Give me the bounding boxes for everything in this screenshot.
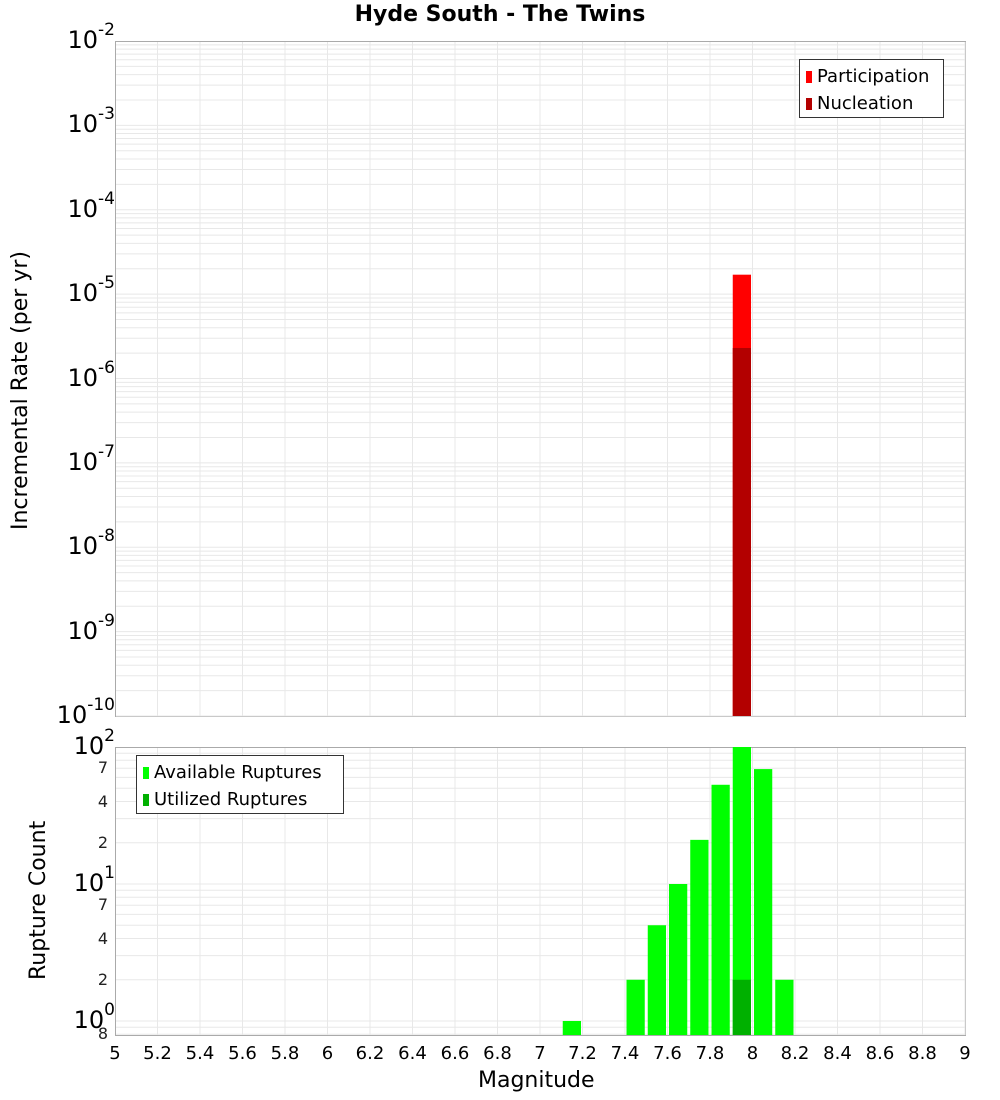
x-tick-label: 6.6 bbox=[440, 1043, 470, 1064]
x-tick-label: 7.6 bbox=[653, 1043, 682, 1064]
x-tick-label: 7.2 bbox=[568, 1043, 597, 1064]
x-tick-label: 7.4 bbox=[610, 1043, 640, 1064]
legend-item-nucleation: Nucleation bbox=[806, 90, 937, 117]
x-tick-label: 6 bbox=[321, 1043, 334, 1064]
x-tick-label: 5.8 bbox=[270, 1043, 300, 1064]
x-tick-label: 5.4 bbox=[185, 1043, 215, 1064]
y-tick-label: 10-2 bbox=[67, 20, 116, 54]
x-tick-label: 5 bbox=[109, 1043, 121, 1064]
available-bar bbox=[775, 979, 794, 1035]
x-tick-label: 7.8 bbox=[695, 1043, 725, 1064]
available-bar bbox=[690, 839, 709, 1035]
x-tick-label: 8 bbox=[746, 1043, 759, 1064]
legend-item-available: Available Ruptures bbox=[143, 759, 337, 786]
available-bar bbox=[732, 747, 751, 1035]
participation-swatch bbox=[806, 70, 812, 83]
y-tick-label: 10-10 bbox=[56, 695, 115, 729]
x-tick-label: 5.6 bbox=[228, 1043, 257, 1064]
x-tick-label: 7 bbox=[534, 1043, 546, 1064]
available-bar bbox=[754, 769, 773, 1035]
x-tick-label: 8.6 bbox=[865, 1043, 895, 1064]
available-bar bbox=[562, 1021, 581, 1035]
y-minor-tick-label: 8 bbox=[97, 1024, 108, 1044]
y-minor-tick-label: 2 bbox=[97, 832, 108, 852]
utilized-bar bbox=[732, 979, 751, 1035]
y-tick-label: 102 bbox=[73, 726, 115, 760]
bottom-y-axis-label: Rupture Count bbox=[26, 820, 51, 980]
available-bar bbox=[669, 884, 688, 1035]
y-minor-tick-label: 2 bbox=[97, 969, 108, 989]
available-bar bbox=[626, 979, 645, 1035]
chart-title: Hyde South - The Twins bbox=[354, 2, 646, 27]
x-tick-label: 8.4 bbox=[823, 1043, 852, 1064]
y-tick-label: 10-8 bbox=[67, 526, 116, 561]
y-minor-tick-label: 4 bbox=[97, 928, 108, 948]
y-tick-label: 10-4 bbox=[67, 188, 116, 223]
y-tick-label: 10-6 bbox=[67, 357, 116, 392]
y-tick-label: 10-9 bbox=[67, 610, 116, 645]
y-tick-label: 100 bbox=[73, 1000, 115, 1034]
y-minor-tick-label: 7 bbox=[97, 758, 108, 778]
x-tick-label: 9 bbox=[959, 1043, 971, 1064]
x-tick-label: 8.8 bbox=[908, 1043, 937, 1064]
nucleation-bar bbox=[732, 347, 751, 716]
x-tick-label: 6.8 bbox=[483, 1043, 512, 1064]
y-minor-tick-label: 4 bbox=[97, 791, 108, 811]
available-swatch bbox=[143, 766, 149, 779]
x-tick-label: 5.2 bbox=[143, 1043, 172, 1064]
y-minor-tick-label: 7 bbox=[97, 895, 108, 915]
utilized-swatch bbox=[143, 793, 149, 806]
nucleation-swatch bbox=[806, 97, 812, 110]
legend-item-participation: Participation bbox=[806, 63, 937, 90]
y-tick-label: 10-3 bbox=[67, 104, 116, 139]
y-tick-label: 10-5 bbox=[67, 273, 116, 308]
y-tick-label: 101 bbox=[73, 863, 115, 897]
x-tick-label: 6.4 bbox=[398, 1043, 427, 1064]
y-tick-label: 10-7 bbox=[67, 441, 116, 476]
x-tick-label: 6.2 bbox=[355, 1043, 385, 1064]
legend-item-utilized: Utilized Ruptures bbox=[143, 786, 337, 813]
x-tick-label: 8.2 bbox=[780, 1043, 810, 1064]
x-axis-label: Magnitude bbox=[478, 1068, 595, 1093]
bottom-legend: Available Ruptures Utilized Ruptures bbox=[136, 755, 344, 814]
top-legend: Participation Nucleation bbox=[799, 59, 944, 118]
available-bar bbox=[711, 784, 730, 1035]
available-bar bbox=[647, 925, 666, 1035]
